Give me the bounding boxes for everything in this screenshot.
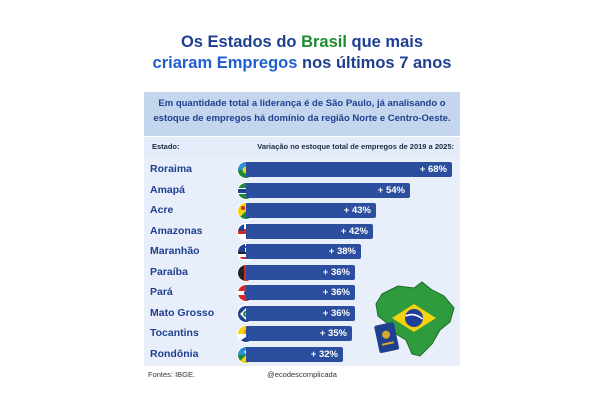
bar-value-label: + 36% xyxy=(322,287,350,298)
bar-value-label: + 42% xyxy=(340,225,368,237)
state-label: Rondônia xyxy=(150,347,199,360)
social-handle: @ecodescomplicada xyxy=(267,370,337,379)
column-header-variation: Variação no estoque total de empregos de… xyxy=(257,142,454,151)
title-part1: Os Estados do xyxy=(180,33,302,51)
bar-2: + 43% xyxy=(246,203,376,218)
state-label: Roraima xyxy=(150,163,193,175)
bar-8: + 35% xyxy=(246,326,352,341)
state-label: Acre xyxy=(150,204,174,216)
bar-value-label: + 54% xyxy=(377,184,405,196)
column-header-state: Estado: xyxy=(152,142,180,151)
subtitle: Em quantidade total a liderança é de São… xyxy=(153,98,451,124)
bar-0: + 68% xyxy=(246,162,452,177)
state-label: Paraíba xyxy=(150,265,188,278)
title-highlight: Brasil xyxy=(301,33,347,51)
bar-value-label: + 38% xyxy=(328,246,356,257)
bar-3: + 42% xyxy=(246,223,373,239)
bar-value-label: + 36% xyxy=(322,307,350,319)
title-part2: que mais xyxy=(346,33,424,51)
title-line2-highlight: criaram Empregos xyxy=(152,54,298,72)
state-label: Amazonas xyxy=(150,224,203,237)
bar-4: + 38% xyxy=(246,244,361,259)
bar-6: + 36% xyxy=(246,285,355,300)
subtitle-box: Em quantidade total a liderança é de São… xyxy=(144,92,460,136)
state-label: Tocantins xyxy=(150,327,199,339)
state-label: Mato Grosso xyxy=(150,306,215,319)
bar-value-label: + 36% xyxy=(322,266,350,278)
brazil-map-illustration xyxy=(370,274,460,364)
source-note: Fontes: IBGE. xyxy=(148,370,196,379)
flag-globe-icon xyxy=(405,309,423,327)
work-card-icon xyxy=(374,322,400,354)
bar-9: + 32% xyxy=(246,346,343,362)
bar-value-label: + 32% xyxy=(310,348,338,360)
chart-title: Os Estados do Brasil que mais criaram Em… xyxy=(144,32,460,74)
bar-value-label: + 35% xyxy=(319,328,347,339)
state-label: Pará xyxy=(150,286,173,298)
bar-value-label: + 43% xyxy=(343,205,371,216)
bar-value-label: + 68% xyxy=(419,164,447,175)
table-header: Estado: Variação no estoque total de emp… xyxy=(144,137,460,157)
infographic-card: Os Estados do Brasil que mais criaram Em… xyxy=(144,14,460,386)
state-label: Maranhão xyxy=(150,245,200,257)
title-line2-rest: nos últimos 7 anos xyxy=(297,54,452,72)
bar-1: + 54% xyxy=(246,182,410,198)
bar-7: + 36% xyxy=(246,305,355,321)
state-label: Amapá xyxy=(150,183,186,196)
bar-5: + 36% xyxy=(246,264,355,280)
